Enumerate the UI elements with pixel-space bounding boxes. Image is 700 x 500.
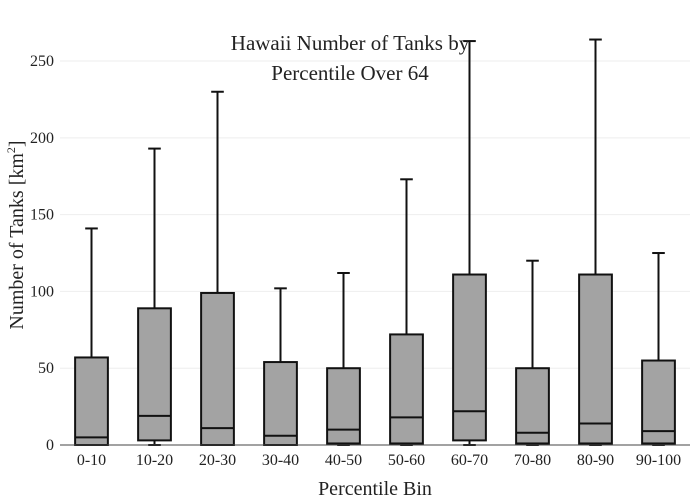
y-tick-label: 250 — [30, 53, 54, 70]
box-0-10 — [74, 227, 109, 446]
x-tick-label: 90-100 — [636, 452, 681, 469]
box-90-100 — [641, 252, 676, 446]
box-iqr — [74, 356, 109, 446]
x-tick-label: 40-50 — [325, 452, 362, 469]
y-tick-label: 50 — [38, 360, 54, 377]
x-tick-label: 80-90 — [577, 452, 614, 469]
box-iqr — [137, 307, 172, 442]
x-tick-label: 10-20 — [136, 452, 173, 469]
box-50-60 — [389, 178, 424, 446]
x-axis-tick-labels: 0-10 10-20 20-30 30-40 40-50 50-60 60-70 70-80 8… — [77, 452, 681, 469]
box-10-20 — [137, 147, 172, 446]
x-axis-title: Percentile Bin — [318, 478, 432, 500]
x-tick-label: 0-10 — [77, 452, 106, 469]
y-tick-label: 200 — [30, 130, 54, 147]
box-iqr — [263, 361, 298, 446]
y-axis-title-main: Number of Tanks [km — [6, 153, 28, 330]
y-tick-label: 100 — [30, 283, 54, 300]
y-axis-tick-labels: 0 50 100 150 200 250 — [30, 53, 54, 454]
box-70-80 — [515, 259, 550, 446]
chart-title-line-1: Hawaii Number of Tanks by — [231, 31, 470, 55]
box-iqr — [452, 273, 487, 442]
y-axis-title-end: ] — [6, 140, 28, 147]
box-iqr — [515, 367, 550, 445]
box-iqr — [326, 367, 361, 445]
box-40-50 — [326, 271, 361, 446]
box-iqr — [200, 291, 235, 447]
y-axis-title-superscript: 2 — [4, 147, 18, 153]
box-iqr — [641, 359, 676, 445]
box-series — [74, 38, 676, 447]
chart-title-line-2: Percentile Over 64 — [271, 61, 429, 85]
y-axis-title: Number of Tanks [km2] — [4, 140, 28, 329]
x-tick-label: 20-30 — [199, 452, 236, 469]
x-tick-label: 30-40 — [262, 452, 299, 469]
x-tick-label: 50-60 — [388, 452, 425, 469]
box-iqr — [578, 273, 613, 445]
box-60-70 — [452, 40, 487, 446]
box-iqr — [389, 333, 424, 445]
box-30-40 — [263, 287, 298, 446]
box-20-30 — [200, 90, 235, 447]
x-tick-label: 60-70 — [451, 452, 488, 469]
box-80-90 — [578, 38, 613, 446]
y-tick-label: 150 — [30, 207, 54, 224]
x-tick-label: 70-80 — [514, 452, 551, 469]
y-tick-label: 0 — [46, 437, 54, 454]
